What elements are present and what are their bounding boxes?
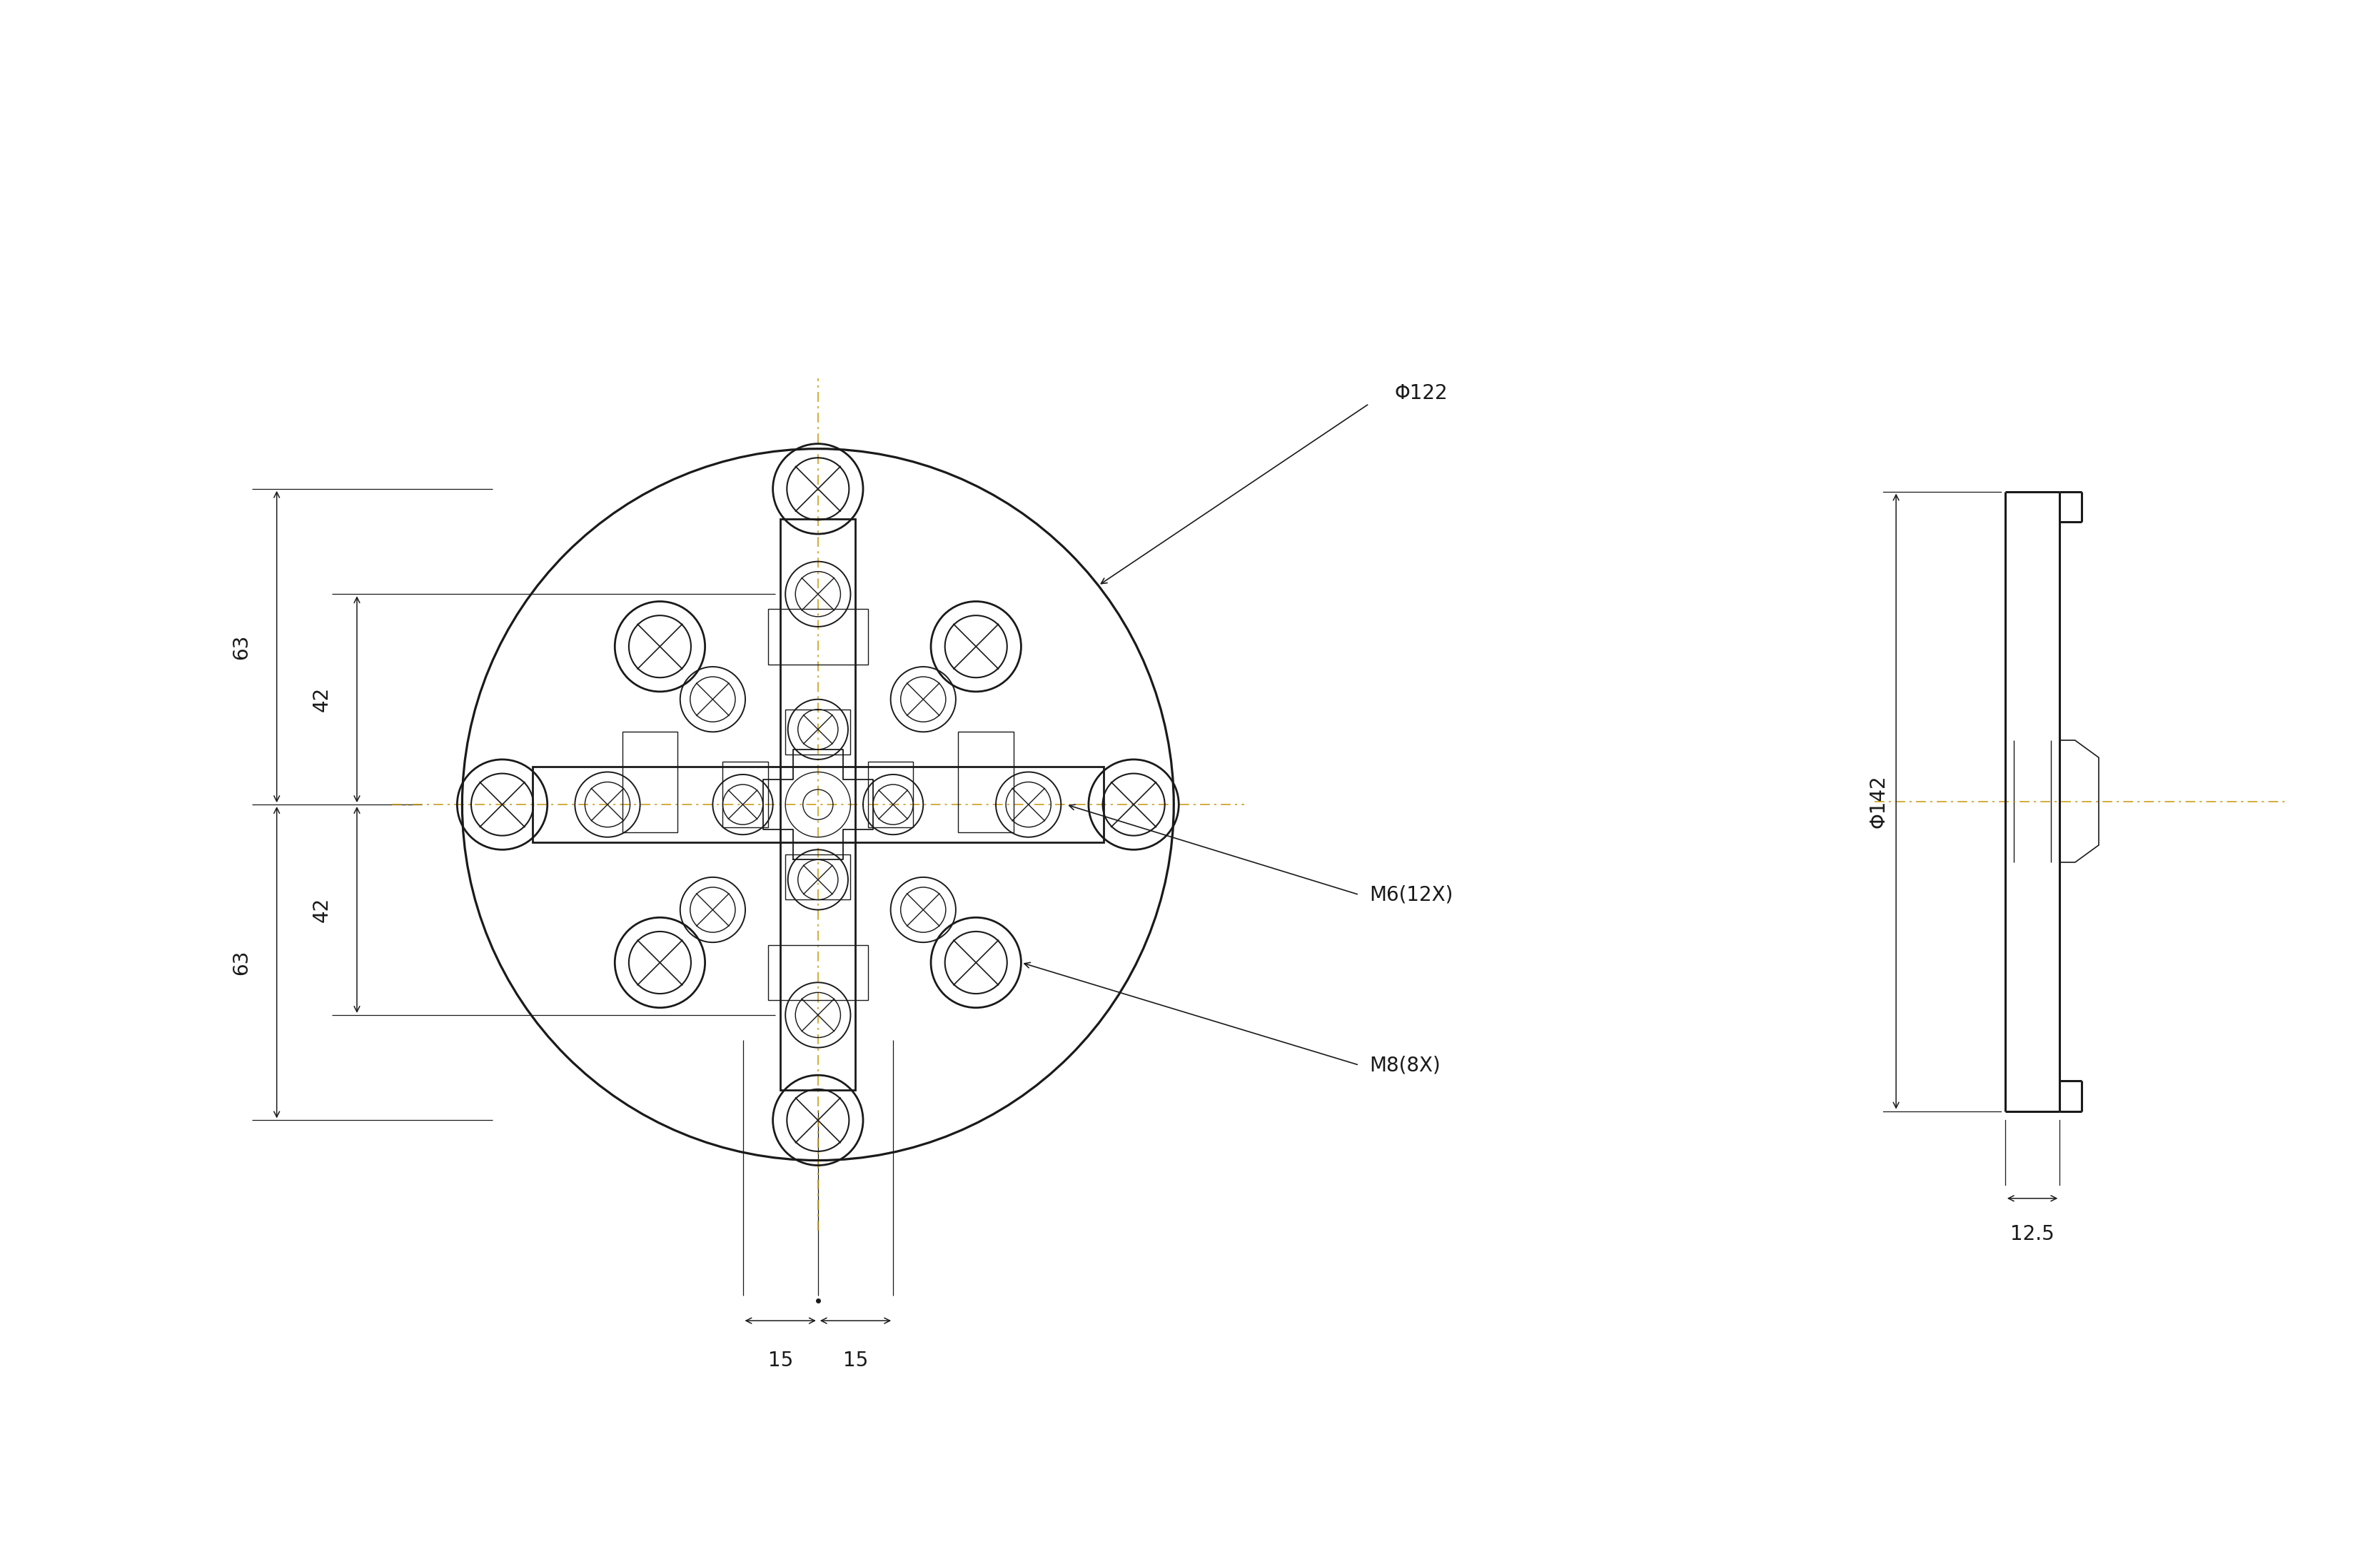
Bar (869, 762, 914, 828)
Bar (781, 842, 854, 1090)
Text: M6(12X): M6(12X) (1368, 886, 1452, 904)
Bar (769, 945, 869, 999)
Bar (781, 519, 854, 767)
Text: 63: 63 (231, 949, 252, 974)
Bar (769, 610, 869, 664)
Bar (533, 767, 781, 842)
Bar (854, 767, 1104, 842)
Bar (959, 731, 1014, 833)
Bar (624, 731, 678, 833)
Text: 42: 42 (312, 688, 331, 712)
Text: 15: 15 (769, 1350, 793, 1370)
Text: 15: 15 (843, 1350, 869, 1370)
Bar (785, 709, 850, 755)
Text: 63: 63 (231, 635, 252, 659)
Text: M8(8X): M8(8X) (1368, 1055, 1440, 1076)
Text: Φ142: Φ142 (1868, 775, 1890, 828)
Text: 12.5: 12.5 (2011, 1224, 2054, 1244)
Bar (724, 762, 769, 828)
Bar (785, 854, 850, 900)
Text: Φ122: Φ122 (1395, 384, 1447, 404)
Text: 42: 42 (312, 898, 331, 923)
